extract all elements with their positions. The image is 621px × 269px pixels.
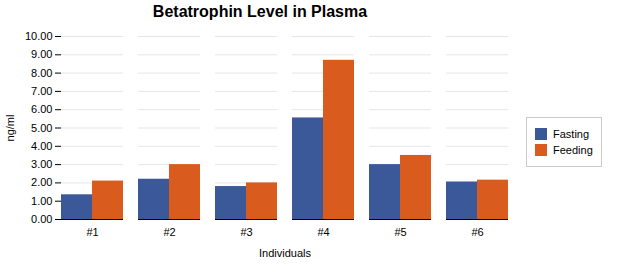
svg-text:#6: #6 <box>471 226 483 238</box>
svg-text:#5: #5 <box>394 226 406 238</box>
svg-text:Individuals: Individuals <box>259 247 311 259</box>
svg-text:#2: #2 <box>163 226 175 238</box>
svg-text:4.00: 4.00 <box>31 140 52 152</box>
svg-text:8.00: 8.00 <box>31 67 52 79</box>
svg-text:#3: #3 <box>240 226 252 238</box>
svg-text:3.00: 3.00 <box>31 158 52 170</box>
svg-text:#4: #4 <box>317 226 329 238</box>
svg-text:5.00: 5.00 <box>31 122 52 134</box>
svg-text:9.00: 9.00 <box>31 48 52 60</box>
svg-text:#1: #1 <box>86 226 98 238</box>
svg-text:7.00: 7.00 <box>31 85 52 97</box>
html-text:Fasting: Fasting <box>553 127 590 140</box>
svg-text:1.00: 1.00 <box>31 195 52 207</box>
html-text:Betatrophin Level in Plasma: Betatrophin Level in Plasma <box>152 3 368 20</box>
svg-text:2.00: 2.00 <box>31 176 52 188</box>
svg-text:ng/ml: ng/ml <box>4 115 16 142</box>
svg-text:10.00: 10.00 <box>25 30 53 42</box>
svg-text:0.00: 0.00 <box>31 213 52 225</box>
html-text:Feeding: Feeding <box>553 143 593 156</box>
svg-text:6.00: 6.00 <box>31 103 52 115</box>
